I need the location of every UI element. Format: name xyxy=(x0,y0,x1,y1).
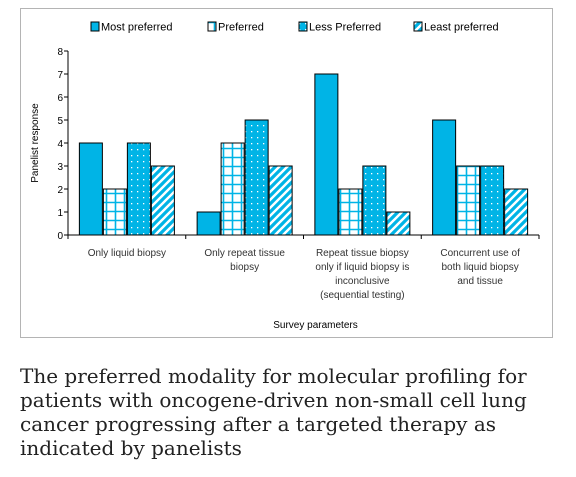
bar-solid-2 xyxy=(196,211,221,236)
bar-grid-2 xyxy=(220,142,245,236)
y-tick-label: 7 xyxy=(57,70,63,81)
x-category-label: Only liquid biopsy xyxy=(88,248,166,259)
bar-grid-4 xyxy=(456,165,481,236)
x-axis-title: Survey parameters xyxy=(273,320,357,331)
legend-label: Less Preferred xyxy=(309,22,381,34)
legend-label: Least preferred xyxy=(424,22,499,34)
x-category-label: both liquid biopsy xyxy=(441,262,518,273)
y-tick-label: 3 xyxy=(57,162,63,173)
bar-solid-3 xyxy=(314,73,339,236)
legend-label: Most preferred xyxy=(101,22,173,34)
bar-diagonal-3 xyxy=(386,211,411,236)
y-tick-label: 5 xyxy=(57,116,63,127)
legend-swatch xyxy=(298,21,308,32)
y-tick-label: 1 xyxy=(57,208,63,219)
bar-diagonal-4 xyxy=(504,188,529,236)
bar-grid-3 xyxy=(338,188,363,236)
legend-swatch xyxy=(413,21,423,32)
y-tick-label: 2 xyxy=(57,185,63,196)
bar-dots-1 xyxy=(126,142,151,236)
y-tick-label: 8 xyxy=(57,47,63,58)
bar-grid-1 xyxy=(102,188,127,236)
bar-solid-4 xyxy=(432,119,457,236)
x-category-label: inconclusive xyxy=(335,276,390,287)
x-category-label: and tissue xyxy=(457,276,503,287)
legend-label: Preferred xyxy=(218,22,264,34)
y-tick-label: 0 xyxy=(57,231,63,242)
bar-diagonal-1 xyxy=(150,165,175,236)
bar-diagonal-2 xyxy=(268,165,293,236)
bar-solid-1 xyxy=(78,142,103,236)
bar-dots-3 xyxy=(362,165,387,236)
x-category-label: only if liquid biopsy is xyxy=(315,262,409,273)
y-tick-label: 4 xyxy=(57,139,63,150)
chart-frame: 0 1 2 3 4 5 6 7 8 Panelist response Only liquid bi… xyxy=(20,8,553,338)
y-axis-title: Panelist response xyxy=(30,103,41,183)
x-category-label: (sequential testing) xyxy=(320,290,405,301)
x-category-label: Only repeat tissue xyxy=(204,248,285,259)
bar-dots-2 xyxy=(244,119,269,236)
x-category-label: Concurrent use of xyxy=(440,248,520,259)
legend-swatch xyxy=(90,21,100,32)
figure-caption: The preferred modality for molecular pro… xyxy=(20,364,527,460)
x-category-label: biopsy xyxy=(230,262,259,273)
bar-dots-4 xyxy=(480,165,505,236)
legend-swatch xyxy=(207,21,217,32)
y-tick-label: 6 xyxy=(57,93,63,104)
x-category-label: Repeat tissue biopsy xyxy=(316,248,409,259)
bar-chart: 0 1 2 3 4 5 6 7 8 Panelist response Only liquid bi… xyxy=(30,21,540,331)
